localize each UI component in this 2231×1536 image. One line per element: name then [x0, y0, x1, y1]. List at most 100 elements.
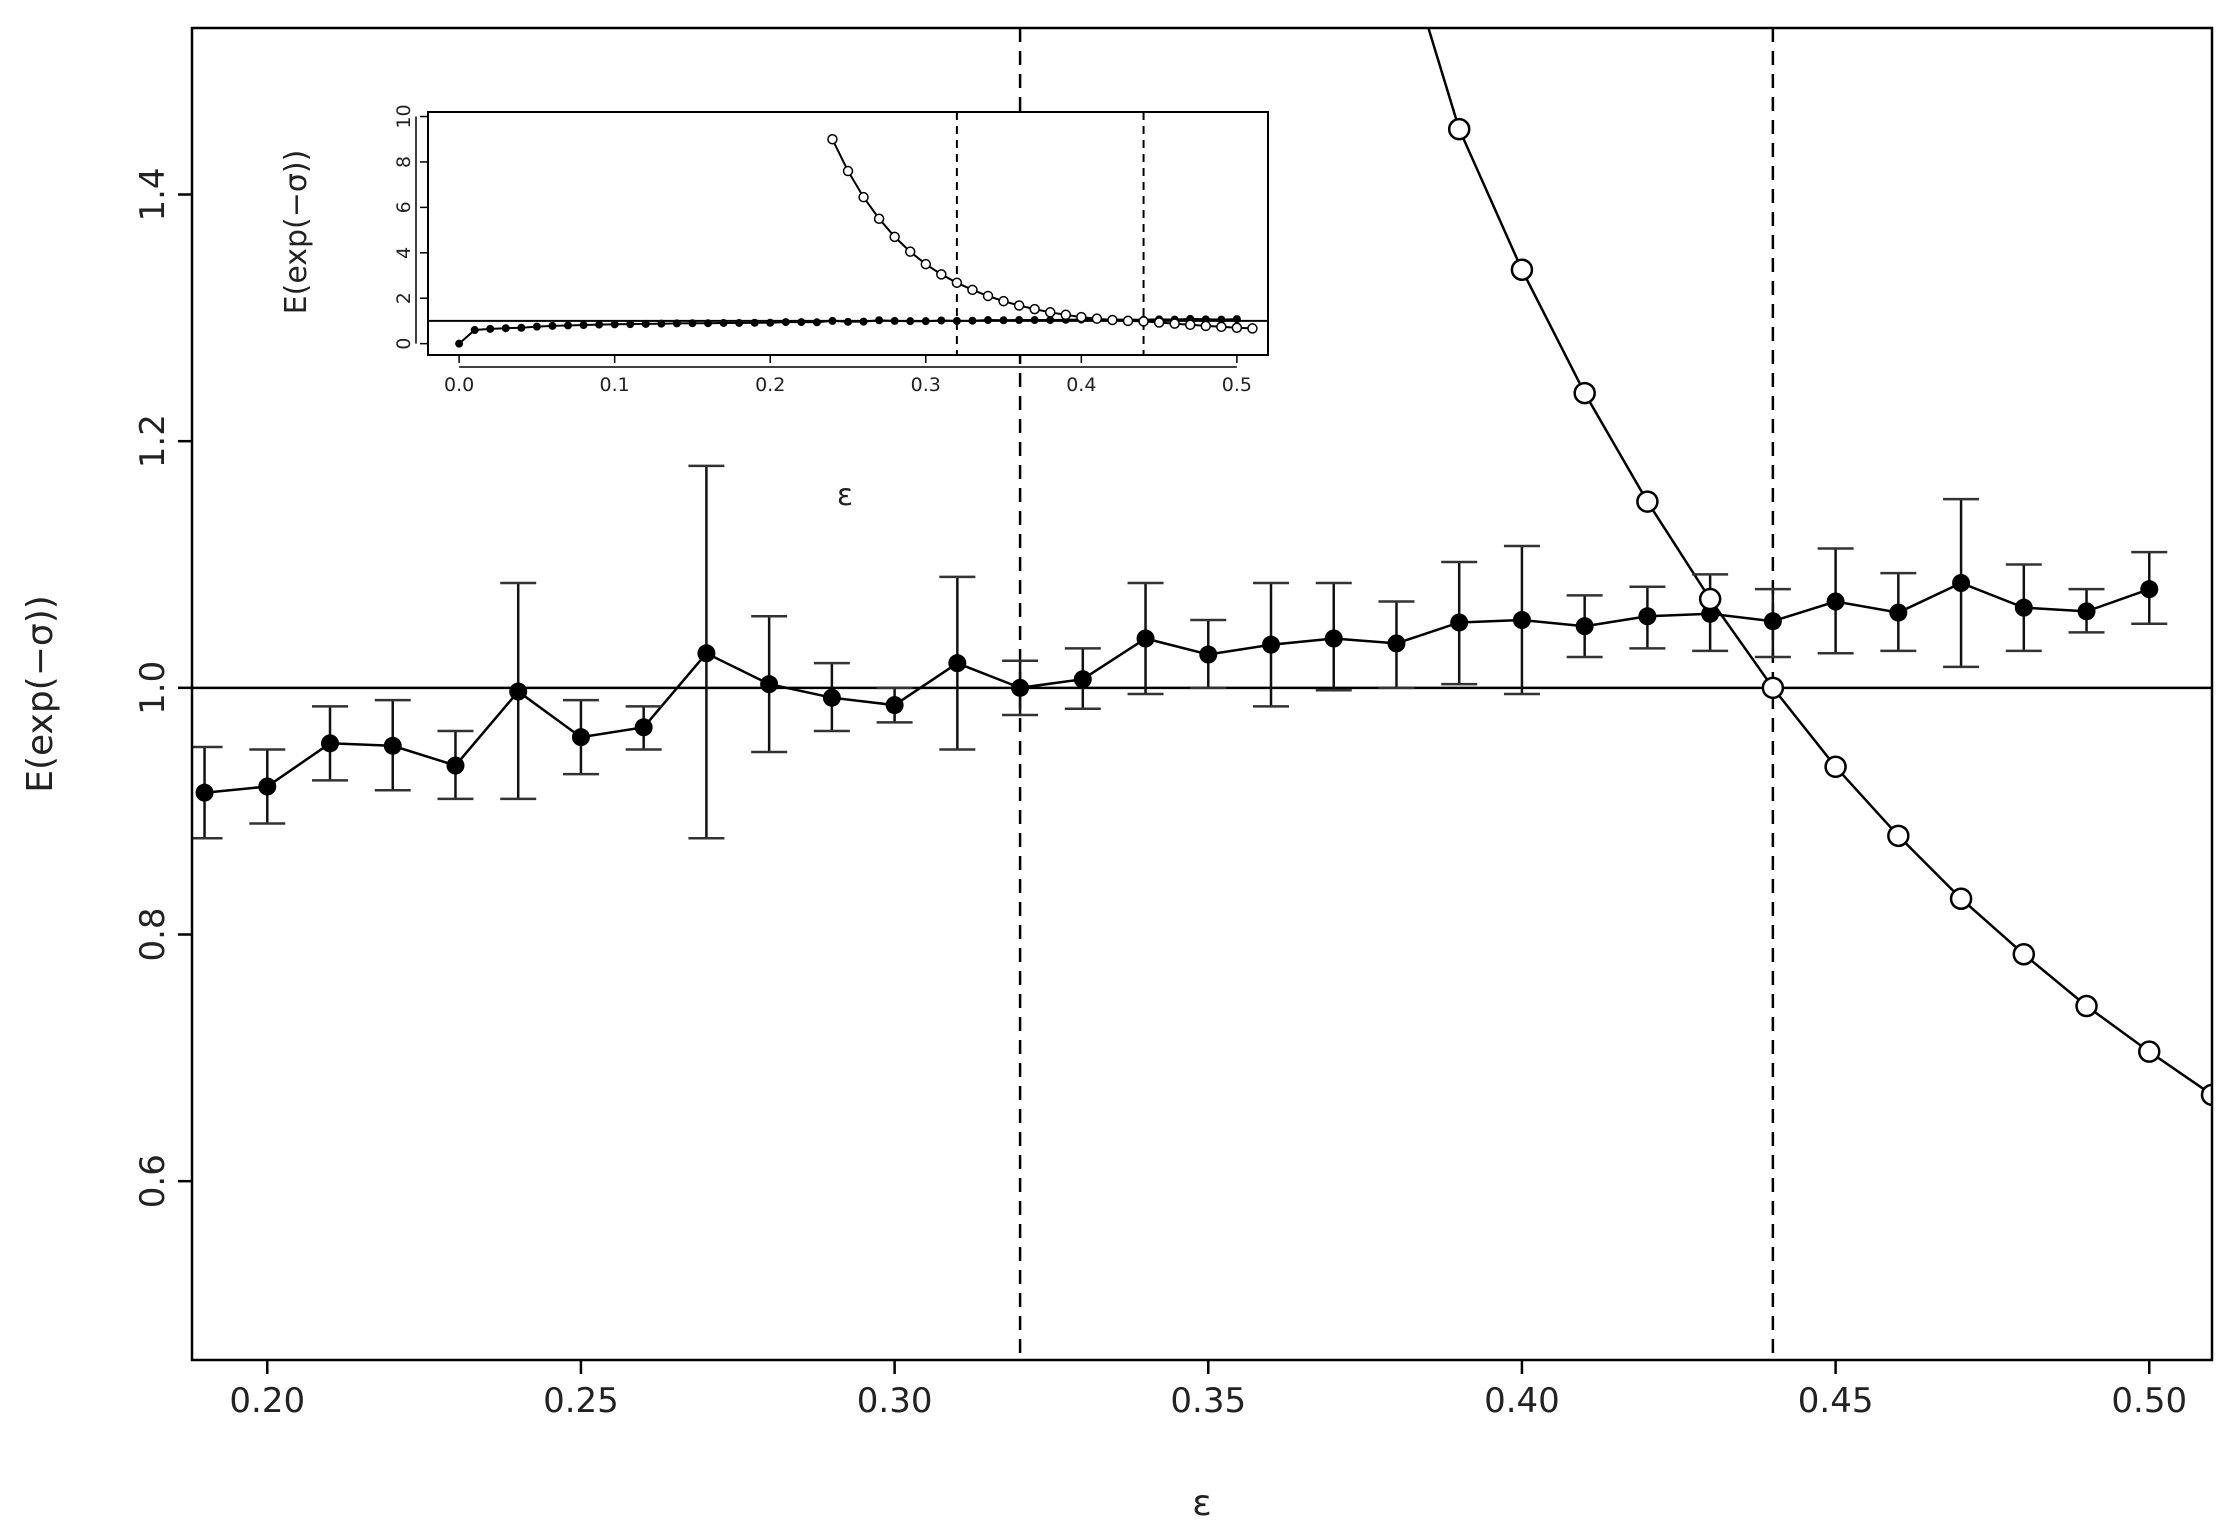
- main-y-tick-label: 1.0: [133, 661, 173, 715]
- inset-open-point: [1029, 303, 1040, 315]
- inset-filled-point: [797, 318, 806, 327]
- main-filled-point: [1073, 670, 1092, 689]
- main-y-axis-title: E(exp(−σ)): [20, 595, 61, 793]
- main-open-point: [1949, 887, 1973, 910]
- inset-y-tick-label: 10: [393, 104, 415, 128]
- inset-filled-point: [984, 316, 992, 325]
- inset-filled-point: [564, 321, 572, 330]
- inset-filled-point: [875, 316, 884, 325]
- inset-open-point: [1107, 314, 1118, 326]
- main-open-point: [2075, 994, 2098, 1018]
- inset-filled-point: [672, 319, 681, 328]
- inset-filled-point: [750, 318, 759, 327]
- inset-filled-point: [999, 316, 1008, 325]
- inset-filled-point: [657, 319, 666, 328]
- inset-filled-point: [1232, 315, 1241, 324]
- inset-filled-point: [486, 324, 495, 333]
- inset-open-point: [1231, 322, 1243, 333]
- inset-open-point: [873, 213, 885, 224]
- inset-filled-point: [766, 318, 775, 327]
- inset-open-point: [1153, 317, 1165, 328]
- main-plot-content: [192, 28, 2212, 1360]
- inset-y-tick-label: 0: [393, 338, 415, 350]
- inset-open-point: [1091, 313, 1103, 324]
- inset-filled-point: [735, 318, 744, 327]
- inset-filled-point: [781, 318, 790, 327]
- inset-x-tick-label: 0.3: [911, 374, 941, 396]
- inset-open-point: [936, 269, 947, 280]
- main-y-tick-label: 0.8: [133, 907, 173, 961]
- main-filled-point: [258, 777, 277, 796]
- main-x-axis-title: ε: [1192, 1483, 1211, 1524]
- inset-filled-point: [626, 320, 635, 329]
- inset-axes: 0.0 0.1 0.2 0.3 0.4 0.5 0 2 4 6 8 10: [393, 104, 1252, 396]
- main-open-point: [1573, 381, 1596, 405]
- main-axes: 0.20 0.25 0.30 0.35 0.40 0.45 0.500.60.81.01.2…: [133, 167, 2187, 1421]
- inset-open-point: [920, 258, 932, 270]
- main-open-point: [1636, 490, 1659, 513]
- main-y-tick-label: 0.6: [133, 1154, 173, 1208]
- inset-open-point: [889, 231, 900, 243]
- inset-open-point: [967, 284, 978, 296]
- main-y-tick-label: 1.2: [133, 414, 173, 468]
- inset-open-point: [1216, 321, 1227, 333]
- main-filled-point: [1512, 611, 1531, 629]
- inset-filled-point: [937, 316, 946, 325]
- inset-filled-point: [641, 319, 650, 328]
- inset-filled-point: [455, 339, 464, 348]
- main-filled-point: [1889, 603, 1908, 622]
- main-filled-point: [697, 644, 716, 663]
- inset-open-point: [1044, 307, 1056, 318]
- main-filled-point: [1387, 634, 1406, 653]
- main-filled-point: [1952, 574, 1971, 592]
- main-filled-point: [822, 688, 841, 707]
- main-open-point: [1761, 676, 1785, 700]
- main-x-tick-label: 0.50: [2111, 1381, 2187, 1421]
- main-filled-point: [1324, 629, 1343, 648]
- inset-filled-point: [719, 318, 728, 327]
- main-filled-point: [571, 728, 590, 747]
- main-filled-point: [634, 718, 653, 737]
- main-filled-point: [195, 783, 214, 802]
- inset-filled-point: [812, 318, 821, 327]
- inset-open-point: [1184, 319, 1196, 331]
- inset-filled-point: [906, 317, 915, 326]
- main-open-point: [1510, 258, 1534, 281]
- main-filled-point: [1826, 592, 1845, 611]
- main-open-point: [2012, 942, 2036, 966]
- main-x-tick-label: 0.35: [1170, 1381, 1246, 1421]
- main-open-point: [2200, 1083, 2212, 1107]
- main-open-point: [1824, 755, 1847, 779]
- inset-y-tick-label: 2: [393, 292, 415, 304]
- inset-open-point: [998, 295, 1009, 307]
- inset-open-point: [1122, 315, 1134, 327]
- main-curve-line: [1427, 28, 2212, 1096]
- inset-y-tick-label: 6: [393, 201, 415, 213]
- main-filled-point: [1575, 617, 1594, 636]
- inset-filled-point: [1030, 316, 1039, 325]
- inset-open-point: [1060, 309, 1072, 321]
- main-filled-point: [1763, 612, 1782, 631]
- inset-open-point: [827, 134, 838, 145]
- inset-filled-point: [470, 326, 479, 335]
- main-filled-series-line: [204, 581, 2150, 794]
- inset-open-point: [904, 246, 916, 257]
- main-x-tick-label: 0.40: [1484, 1381, 1560, 1421]
- inset-x-tick-label: 0.2: [755, 374, 785, 396]
- main-filled-point: [760, 675, 779, 694]
- main-filled-point: [2014, 598, 2033, 617]
- inset-filled-point: [968, 316, 977, 325]
- inset-y-tick-label: 8: [393, 156, 415, 168]
- inset-x-axis-title: ε: [837, 478, 853, 513]
- inset-x-tick-label: 0.4: [1066, 374, 1096, 396]
- inset-filled-point: [548, 321, 557, 330]
- inset-open-point: [842, 165, 854, 177]
- inset-filled-point: [859, 317, 868, 326]
- inset-background: [428, 112, 1268, 355]
- inset-filled-point: [579, 321, 588, 330]
- inset-filled-point: [532, 322, 541, 331]
- main-open-point: [1887, 824, 1910, 848]
- main-filled-point: [1011, 678, 1030, 697]
- main-open-point: [1447, 117, 1471, 141]
